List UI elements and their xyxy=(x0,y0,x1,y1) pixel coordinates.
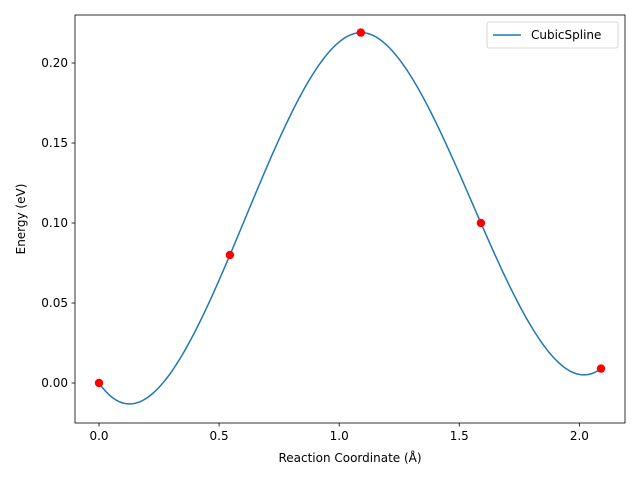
legend-label: CubicSpline xyxy=(531,28,601,42)
y-tick-label: 0.15 xyxy=(41,136,68,150)
y-tick-label: 0.20 xyxy=(41,56,68,70)
data-point xyxy=(476,218,486,228)
x-tick-label: 1.0 xyxy=(330,429,349,443)
x-tick-label: 0.0 xyxy=(89,429,108,443)
x-axis-label: Reaction Coordinate (Å) xyxy=(278,450,421,465)
x-tick-label: 0.5 xyxy=(210,429,229,443)
data-point xyxy=(596,364,606,373)
data-point xyxy=(225,250,235,260)
spline-line xyxy=(98,31,602,405)
data-point xyxy=(94,378,104,388)
y-tick-label: 0.10 xyxy=(41,216,68,230)
legend: CubicSpline xyxy=(486,21,619,49)
y-tick-label: 0.05 xyxy=(41,296,68,310)
y-axis-label: Energy (eV) xyxy=(14,184,28,255)
legend-box xyxy=(486,21,619,49)
x-tick-label: 1.5 xyxy=(450,429,469,443)
y-tick-label: 0.00 xyxy=(41,376,68,390)
x-tick-label: 2.0 xyxy=(570,429,589,443)
plot-frame xyxy=(74,14,626,424)
data-point xyxy=(356,28,366,37)
